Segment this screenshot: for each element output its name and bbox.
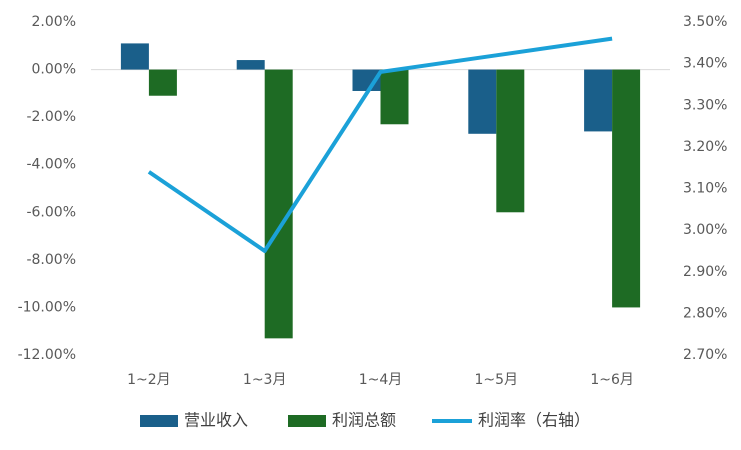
y2-tick-label: 2.70%	[683, 347, 727, 363]
bar	[612, 69, 641, 308]
bar	[148, 69, 177, 96]
y-tick-label: 0.00%	[32, 62, 76, 78]
y2-tick-label: 3.30%	[683, 97, 727, 113]
legend-label: 营业收入	[184, 411, 248, 430]
y2-tick-label: 3.00%	[683, 222, 727, 238]
bar	[264, 69, 293, 339]
line	[147, 36, 613, 253]
y2-tick-label: 3.40%	[683, 56, 727, 72]
x-tick-label: 1~3月	[243, 372, 287, 388]
x-tick-label: 1~2月	[127, 372, 171, 388]
legend-label: 利润总额	[332, 411, 396, 430]
legend-swatch	[288, 415, 326, 427]
y-tick-label: 2.00%	[32, 14, 76, 30]
y-tick-label: -8.00%	[26, 252, 76, 268]
x-tick-label: 1~4月	[359, 372, 403, 388]
y-tick-label: -2.00%	[26, 109, 76, 125]
legend-label: 利润率（右轴）	[478, 411, 590, 430]
bar	[236, 60, 265, 70]
y-tick-label: -10.00%	[18, 299, 76, 315]
y-tick-label: -6.00%	[26, 204, 76, 220]
bar	[468, 69, 497, 134]
y2-tick-label: 3.50%	[683, 14, 727, 30]
y2-tick-label: 2.90%	[683, 264, 727, 280]
bar	[120, 43, 149, 70]
x-tick-label: 1~6月	[590, 372, 634, 388]
y-tick-label: -12.00%	[18, 347, 76, 363]
y2-tick-label: 2.80%	[683, 305, 727, 321]
y-tick-label: -4.00%	[26, 157, 76, 173]
legend-swatch	[140, 415, 178, 427]
y2-tick-label: 3.10%	[683, 181, 727, 197]
bar	[584, 69, 613, 132]
y2-tick-label: 3.20%	[683, 139, 727, 155]
x-tick-label: 1~5月	[475, 372, 519, 388]
bar	[380, 69, 409, 125]
bar	[496, 69, 525, 213]
